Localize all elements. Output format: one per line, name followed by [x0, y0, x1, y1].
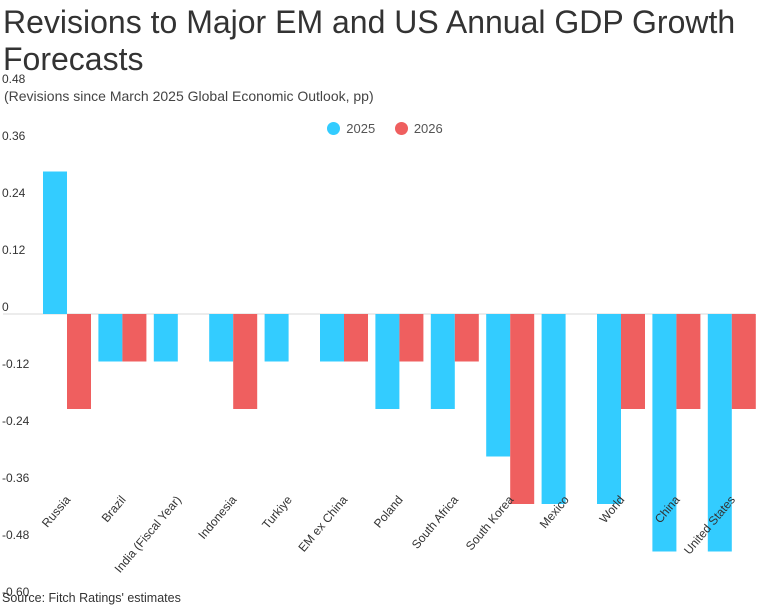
- x-category-label: Russia: [39, 493, 74, 530]
- bar-2026-em-ex-china[interactable]: [344, 314, 368, 362]
- source-note: Source: Fitch Ratings' estimates: [2, 591, 181, 605]
- legend-item-2026[interactable]: 2026: [394, 121, 443, 136]
- bar-2025-indonesia[interactable]: [209, 314, 234, 362]
- y-tick-label: 0.12: [2, 243, 26, 257]
- x-category-label: South Africa: [409, 493, 462, 552]
- bar-2025-india-fiscal-year[interactable]: [153, 314, 178, 362]
- y-tick-label: 0.36: [2, 129, 26, 143]
- chart-title: Revisions to Major EM and US Annual GDP …: [3, 4, 736, 77]
- bar-2025-world[interactable]: [597, 314, 621, 504]
- legend-label-2025: 2025: [346, 121, 376, 136]
- y-tick-label: -0.12: [2, 357, 30, 371]
- bar-2026-south-africa[interactable]: [454, 314, 479, 362]
- x-category-label: Poland: [371, 493, 406, 531]
- bar-2025-em-ex-china[interactable]: [320, 314, 344, 362]
- bar-2025-united-states[interactable]: [707, 314, 732, 552]
- bar-2025-south-korea[interactable]: [486, 314, 511, 457]
- y-tick-label: 0.48: [2, 72, 26, 86]
- bar-2025-russia[interactable]: [43, 171, 67, 315]
- bar-2025-china[interactable]: [652, 314, 677, 552]
- x-category-label: Brazil: [99, 493, 129, 525]
- bar-2025-poland[interactable]: [375, 314, 400, 409]
- bar-2026-china[interactable]: [676, 314, 701, 409]
- bar-2025-mexico[interactable]: [541, 314, 566, 504]
- legend-label-2026: 2026: [413, 121, 443, 136]
- y-tick-label: -0.36: [2, 471, 30, 485]
- x-category-label: Turkiye: [259, 493, 295, 532]
- y-tick-label: -0.60: [2, 585, 30, 599]
- y-tick-label: -0.48: [2, 528, 30, 542]
- legend-swatch-2025: [327, 122, 341, 135]
- y-tick-label: -0.24: [2, 414, 30, 428]
- bar-2026-world[interactable]: [621, 314, 645, 409]
- bar-2026-indonesia[interactable]: [233, 314, 258, 409]
- bar-2026-south-korea[interactable]: [510, 314, 535, 504]
- y-tick-label: 0: [2, 300, 9, 314]
- legend-item-2025[interactable]: 2025: [327, 121, 375, 136]
- bar-2026-brazil[interactable]: [122, 314, 147, 362]
- x-category-label: EM ex China: [295, 493, 350, 555]
- x-category-label: Indonesia: [195, 493, 239, 542]
- legend-swatch-2026: [394, 122, 408, 135]
- chart-subtitle: (Revisions since March 2025 Global Econo…: [4, 88, 374, 104]
- bar-2025-turkiye[interactable]: [264, 314, 289, 362]
- bar-2026-united-states[interactable]: [731, 314, 756, 409]
- chart-legend: 2025 2026: [0, 121, 770, 138]
- bar-2026-russia[interactable]: [67, 314, 91, 409]
- y-tick-label: 0.24: [2, 186, 26, 200]
- bar-2025-brazil[interactable]: [98, 314, 123, 362]
- x-category-label: South Korea: [463, 493, 517, 553]
- bar-2026-poland[interactable]: [399, 314, 424, 362]
- bar-2025-south-africa[interactable]: [430, 314, 455, 409]
